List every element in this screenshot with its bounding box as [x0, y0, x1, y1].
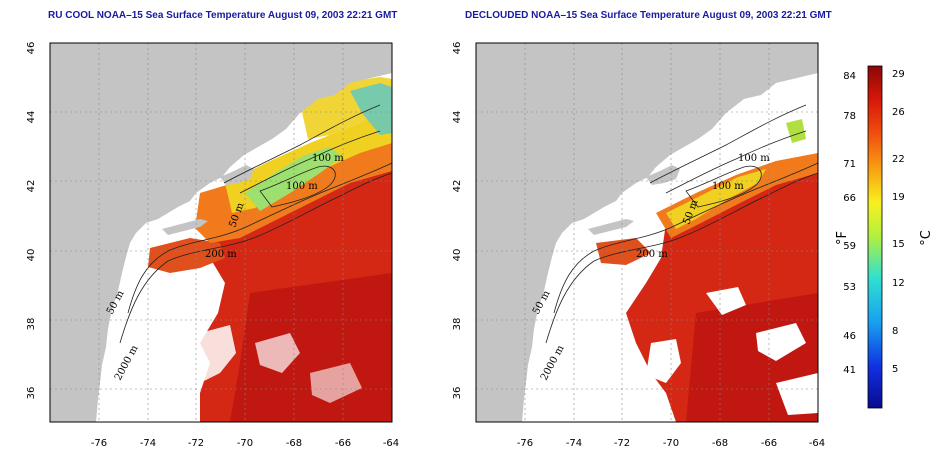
f-tick: 66: [843, 193, 856, 204]
c-tick: 15: [892, 239, 905, 250]
lat-tick: 44: [26, 111, 37, 124]
lon-tick: -70: [663, 438, 679, 449]
c-tick: 19: [892, 192, 905, 203]
lat-tick: 44: [452, 111, 463, 124]
left-lat-axis: 46 44 42 40 38 36: [26, 42, 37, 400]
f-tick: 78: [843, 111, 856, 122]
right-map: 100 m 100 m 50 m 200 m 50 m 2000 m: [475, 42, 819, 423]
right-panel-title: DECLOUDED NOAA–15 Sea Surface Temperatur…: [465, 10, 832, 21]
f-tick: 59: [843, 241, 856, 252]
lon-tick: -66: [335, 438, 351, 449]
lon-tick: -74: [566, 438, 582, 449]
colorbar: 84 78 71 66 59 53 46 41 29 26 22 19 15 1…: [835, 65, 934, 409]
c-tick: 5: [892, 364, 898, 375]
left-panel-title: RU COOL NOAA–15 Sea Surface Temperature …: [48, 10, 398, 21]
lon-tick: -64: [383, 438, 399, 449]
c-tick: 22: [892, 154, 905, 165]
lon-tick: -70: [237, 438, 253, 449]
f-tick: 84: [843, 71, 856, 82]
contour-label: 100 m: [712, 181, 744, 192]
lon-tick: -74: [140, 438, 156, 449]
c-tick: 29: [892, 69, 905, 80]
f-tick: 71: [843, 159, 856, 170]
lat-tick: 42: [26, 180, 37, 193]
lon-tick: -72: [614, 438, 630, 449]
contour-label: 200 m: [205, 249, 237, 260]
lat-tick: 40: [26, 249, 37, 262]
f-tick: 46: [843, 331, 856, 342]
lat-tick: 36: [452, 387, 463, 400]
contour-label: 200 m: [636, 249, 668, 260]
lon-tick: -76: [91, 438, 107, 449]
c-tick: 26: [892, 107, 905, 118]
right-lat-axis: 46 44 42 40 38 36: [452, 42, 463, 400]
lon-tick: -64: [809, 438, 825, 449]
lat-tick: 46: [452, 42, 463, 55]
lat-tick: 46: [26, 42, 37, 55]
colorbar-gradient: [867, 65, 883, 409]
left-map: 100 m 100 m 50 m 200 m 50 m 2000 m: [49, 42, 393, 423]
lon-tick: -66: [761, 438, 777, 449]
c-tick: 8: [892, 326, 898, 337]
lat-tick: 38: [452, 318, 463, 331]
lat-tick: 38: [26, 318, 37, 331]
lon-tick: -72: [188, 438, 204, 449]
celsius-label: °C: [919, 230, 934, 246]
contour-label: 100 m: [312, 153, 344, 164]
fahrenheit-label: °F: [835, 231, 850, 245]
f-tick: 53: [843, 282, 856, 293]
left-lon-axis: -76 -74 -72 -70 -68 -66 -64: [91, 438, 399, 449]
lon-tick: -76: [517, 438, 533, 449]
lon-tick: -68: [712, 438, 728, 449]
c-tick: 12: [892, 278, 905, 289]
lat-tick: 40: [452, 249, 463, 262]
contour-label: 100 m: [286, 181, 318, 192]
lat-tick: 42: [452, 180, 463, 193]
f-tick: 41: [843, 365, 856, 376]
right-lon-axis: -76 -74 -72 -70 -68 -66 -64: [517, 438, 825, 449]
lon-tick: -68: [286, 438, 302, 449]
contour-label: 100 m: [738, 153, 770, 164]
lat-tick: 36: [26, 387, 37, 400]
